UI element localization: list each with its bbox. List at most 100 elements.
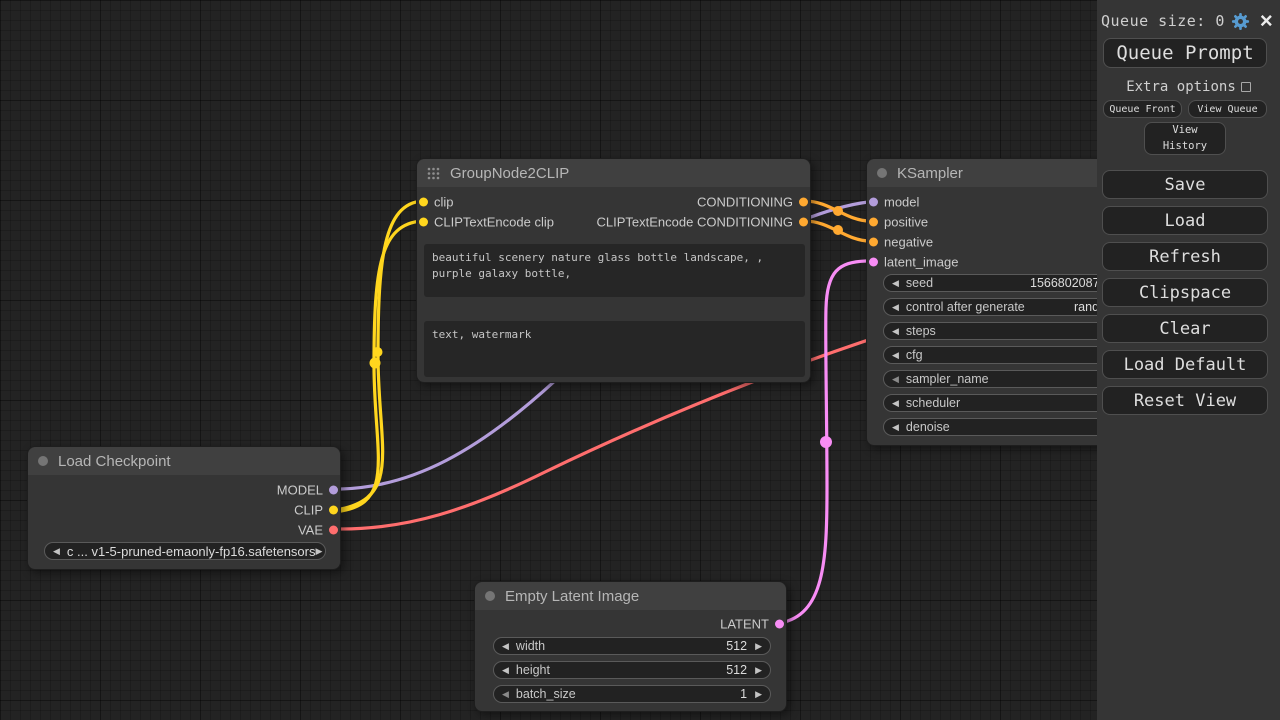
node-titlebar[interactable]: Empty Latent Image (475, 582, 786, 610)
wire-midpoint-dot[interactable] (820, 436, 832, 448)
input-port-negative[interactable] (869, 237, 878, 247)
output-port-cliptextencode-conditioning[interactable] (799, 217, 808, 227)
increment-arrow-icon[interactable]: ▶ (755, 664, 762, 675)
input-port-cliptextencode-clip[interactable] (419, 217, 428, 227)
positive-prompt-textarea[interactable]: beautiful scenery nature glass bottle la… (424, 244, 805, 297)
node-collapse-dot[interactable] (485, 591, 495, 601)
widget-label: cfg (905, 348, 923, 362)
decrement-arrow-icon[interactable]: ◀ (892, 349, 899, 360)
node-title-text: Empty Latent Image (505, 587, 640, 605)
wire-latent (778, 259, 868, 625)
input-label: latent_image (884, 254, 959, 270)
comfy-menu: Queue size: 0 × Queue Prompt Extra optio… (1097, 0, 1280, 720)
clear-button[interactable]: Clear (1102, 314, 1268, 343)
extra-options-label: Extra options (1126, 79, 1236, 95)
view-queue-label: View Queue (1197, 103, 1258, 115)
node-title-text: GroupNode2CLIP (450, 164, 570, 182)
wire-midpoint-dot[interactable] (369, 357, 381, 369)
input-label: positive (884, 214, 929, 230)
output-label: CLIPTextEncode CONDITIONING (596, 214, 794, 230)
clipspace-button[interactable]: Clipspace (1102, 278, 1268, 307)
decrement-arrow-icon[interactable]: ◀ (892, 301, 899, 312)
input-port-clip[interactable] (419, 197, 428, 207)
widget-steps[interactable]: ◀ steps (883, 322, 1151, 340)
prev-option-arrow-icon[interactable]: ◀ (53, 545, 60, 556)
widget-batch-size[interactable]: ◀ batch_size 1 ▶ (493, 685, 771, 703)
widget-value: 512 (726, 663, 748, 677)
node-load-checkpoint[interactable]: Load Checkpoint MODEL CLIP VAE ◀ c ... v… (27, 446, 341, 570)
wire-midpoint-dot[interactable] (833, 206, 843, 216)
node-collapse-dot[interactable] (877, 168, 887, 178)
widget-denoise[interactable]: ◀ denoise (883, 418, 1151, 436)
queue-front-label: Queue Front (1109, 103, 1176, 115)
load-label: Load (1164, 210, 1206, 231)
decrement-arrow-icon[interactable]: ◀ (892, 325, 899, 336)
queue-size-label: Queue size: 0 (1101, 12, 1225, 30)
queue-prompt-button[interactable]: Queue Prompt (1103, 38, 1267, 68)
node-groupnode2clip[interactable]: GroupNode2CLIP clip CLIPTextEncode clip … (416, 158, 811, 383)
widget-sampler-name[interactable]: ◀ sampler_name (883, 370, 1151, 388)
decrement-arrow-icon[interactable]: ◀ (502, 688, 509, 699)
node-title-text: Load Checkpoint (58, 452, 171, 470)
node-title-text: KSampler (897, 164, 963, 182)
view-history-button[interactable]: View History (1144, 122, 1226, 155)
widget-label: height (515, 663, 550, 677)
refresh-label: Refresh (1149, 246, 1221, 267)
load-button[interactable]: Load (1102, 206, 1268, 235)
view-queue-button[interactable]: View Queue (1188, 100, 1267, 118)
output-port-clip[interactable] (329, 505, 338, 515)
widget-label: scheduler (905, 396, 961, 410)
wire-midpoint-dot[interactable] (833, 225, 843, 235)
negative-prompt-textarea[interactable]: text, watermark (424, 321, 805, 377)
settings-gear-icon[interactable] (1231, 12, 1250, 31)
output-port-model[interactable] (329, 485, 338, 495)
widget-width[interactable]: ◀ width 512 ▶ (493, 637, 771, 655)
widget-label: control after generate (905, 300, 1025, 314)
input-label: clip (434, 194, 454, 210)
widget-value: 512 (726, 639, 748, 653)
input-label: model (884, 194, 920, 210)
decrement-arrow-icon[interactable]: ◀ (892, 397, 899, 408)
increment-arrow-icon[interactable]: ▶ (755, 640, 762, 651)
widget-label: batch_size (515, 687, 576, 701)
load-default-button[interactable]: Load Default (1102, 350, 1268, 379)
extra-options-checkbox[interactable] (1240, 82, 1251, 92)
node-empty-latent-image[interactable]: Empty Latent Image LATENT ◀ width 512 ▶ … (474, 581, 787, 712)
group-node-grid-icon (427, 167, 440, 180)
node-collapse-dot[interactable] (38, 456, 48, 466)
widget-ckpt-name[interactable]: ◀ c ... v1-5-pruned-emaonly-fp16.safeten… (44, 542, 326, 560)
output-port-latent[interactable] (775, 619, 784, 629)
view-history-label: View History (1162, 123, 1208, 152)
decrement-arrow-icon[interactable]: ◀ (892, 373, 899, 384)
decrement-arrow-icon[interactable]: ◀ (892, 421, 899, 432)
widget-height[interactable]: ◀ height 512 ▶ (493, 661, 771, 679)
widget-control-after-generate[interactable]: ◀ control after generate randomize (883, 298, 1151, 316)
widget-label: width (515, 639, 546, 653)
output-label: MODEL (276, 482, 323, 498)
output-port-vae[interactable] (329, 525, 338, 535)
increment-arrow-icon[interactable]: ▶ (755, 688, 762, 699)
input-port-model[interactable] (869, 197, 878, 207)
reset-view-button[interactable]: Reset View (1102, 386, 1268, 415)
wire-midpoint-dot[interactable] (372, 347, 383, 357)
decrement-arrow-icon[interactable]: ◀ (892, 277, 899, 288)
decrement-arrow-icon[interactable]: ◀ (502, 664, 509, 675)
node-titlebar[interactable]: GroupNode2CLIP (417, 159, 810, 187)
close-menu-icon[interactable]: × (1259, 8, 1273, 33)
queue-prompt-label: Queue Prompt (1116, 42, 1254, 64)
input-port-latent-image[interactable] (869, 257, 878, 267)
widget-scheduler[interactable]: ◀ scheduler (883, 394, 1151, 412)
save-button[interactable]: Save (1102, 170, 1268, 199)
queue-front-button[interactable]: Queue Front (1103, 100, 1182, 118)
widget-cfg[interactable]: ◀ cfg (883, 346, 1151, 364)
widget-value: c ... v1-5-pruned-emaonly-fp16.safetenso… (66, 543, 316, 559)
output-label: VAE (297, 522, 323, 538)
output-port-conditioning[interactable] (799, 197, 808, 207)
node-titlebar[interactable]: Load Checkpoint (28, 447, 340, 475)
refresh-button[interactable]: Refresh (1102, 242, 1268, 271)
clear-label: Clear (1159, 318, 1211, 339)
decrement-arrow-icon[interactable]: ◀ (502, 640, 509, 651)
next-option-arrow-icon[interactable]: ▶ (315, 545, 323, 556)
input-port-positive[interactable] (869, 217, 878, 227)
